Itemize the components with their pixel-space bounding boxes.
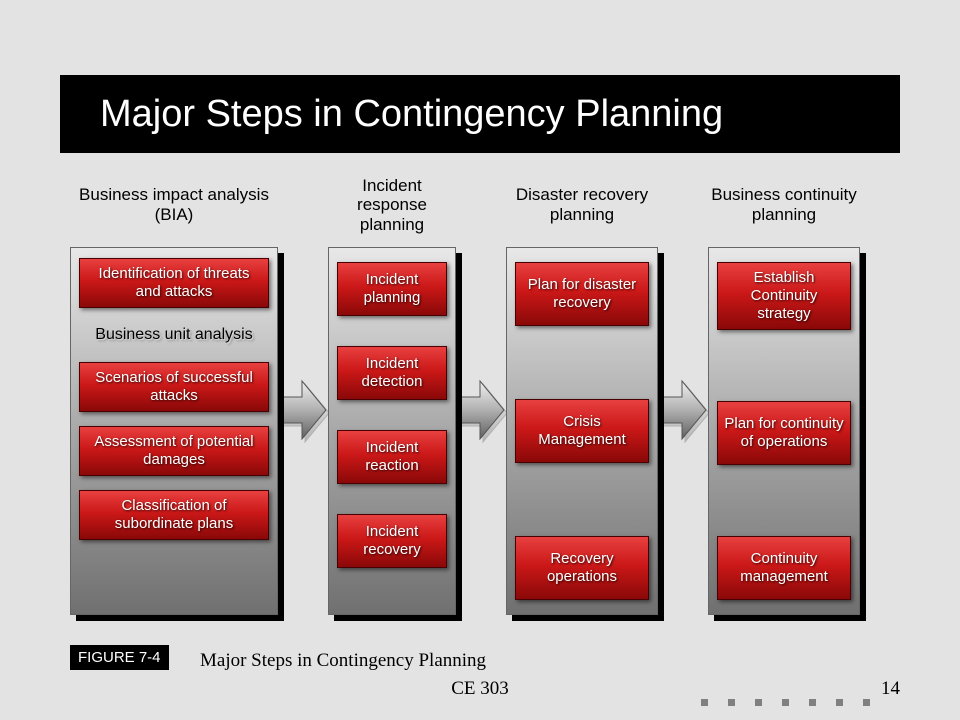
columns-container: Business impact analysis (BIA) Identifica…	[70, 175, 910, 615]
step-box: Scenarios of successful attacks	[79, 362, 269, 412]
arrow-icon	[278, 375, 328, 445]
step-box: Assessment of potential damages	[79, 426, 269, 476]
dot	[863, 699, 870, 706]
step-box: Identification of threats and attacks	[79, 258, 269, 308]
footer-course: CE 303	[451, 678, 509, 700]
step-box: Incident planning	[337, 262, 447, 316]
dot	[782, 699, 789, 706]
column-header: Business continuity planning	[708, 175, 860, 235]
decorative-dots	[701, 699, 870, 706]
column-panel: Establish Continuity strategy Plan for co…	[708, 247, 860, 615]
column-header: Business impact analysis (BIA)	[70, 175, 278, 235]
title-bar: Major Steps in Contingency Planning	[60, 75, 900, 153]
figure-caption: Major Steps in Contingency Planning	[200, 650, 486, 672]
column-panel: Plan for disaster recovery Crisis Managem…	[506, 247, 658, 615]
step-box: Continuity management	[717, 536, 851, 600]
step-box: Incident recovery	[337, 514, 447, 568]
column-0: Business impact analysis (BIA) Identifica…	[70, 175, 278, 615]
dot	[809, 699, 816, 706]
column-1: Incident response planning Incident plann…	[328, 175, 456, 615]
step-box: Plan for disaster recovery	[515, 262, 649, 326]
step-box: Incident reaction	[337, 430, 447, 484]
page-title: Major Steps in Contingency Planning	[100, 93, 723, 136]
dot	[728, 699, 735, 706]
arrow-icon	[456, 375, 506, 445]
figure-label: FIGURE 7-4	[70, 645, 169, 670]
step-box: Establish Continuity strategy	[717, 262, 851, 330]
dot	[701, 699, 708, 706]
column-panel: Identification of threats and attacks Bus…	[70, 247, 278, 615]
column-header: Disaster recovery planning	[506, 175, 658, 235]
step-box: Recovery operations	[515, 536, 649, 600]
plain-text-item: Business unit analysis	[79, 322, 269, 348]
arrow-icon	[658, 375, 708, 445]
column-2: Disaster recovery planning Plan for disas…	[506, 175, 658, 615]
step-box: Plan for continuity of operations	[717, 401, 851, 465]
step-box: Classification of subordinate plans	[79, 490, 269, 540]
page-number: 14	[881, 678, 900, 700]
dot	[755, 699, 762, 706]
step-box: Incident detection	[337, 346, 447, 400]
column-3: Business continuity planning Establish Co…	[708, 175, 860, 615]
column-header: Incident response planning	[328, 175, 456, 235]
column-panel: Incident planning Incident detection Incid…	[328, 247, 456, 615]
dot	[836, 699, 843, 706]
step-box: Crisis Management	[515, 399, 649, 463]
